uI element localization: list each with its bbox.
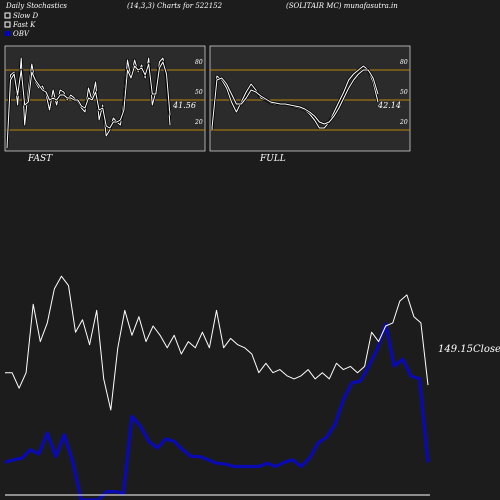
full-panel: 80 50 20 42.14 FULL: [209, 45, 411, 164]
full-tick-20: 20: [399, 119, 408, 126]
obv-series: [4, 322, 430, 500]
obv-line: [4, 322, 430, 500]
full-series-1-line: [211, 69, 379, 129]
fast-tick-20: 20: [194, 119, 203, 126]
close-price-suffix: Close: [473, 344, 500, 355]
full-tick-80: 80: [400, 59, 408, 66]
legend-label-fast-k: Fast K: [12, 21, 36, 29]
legend-label-obv: OBV: [13, 30, 30, 38]
header-ticker: (SOLITAIR MC) munafasutra.in: [286, 2, 398, 10]
full-last-value: 42.14: [377, 101, 401, 110]
full-tick-50: 50: [400, 89, 408, 96]
legend-swatch-slow-d: [4, 12, 11, 19]
price-obv-panel: 149.15Close: [4, 275, 500, 500]
close-price-value: 149.15: [438, 344, 473, 355]
close-price-line: [5, 275, 429, 411]
header-title: Daily Stochastics: [5, 2, 67, 10]
fast-series-lines: [5, 56, 172, 149]
fast-tick-80: 80: [195, 59, 203, 66]
fast-last-value: 41.56: [172, 101, 196, 110]
full-panel-frame: [209, 45, 411, 152]
header-params: (14,3,3) Charts for 522152: [127, 2, 223, 10]
fast-panel: 80 50 20 41.56 FAST: [4, 45, 206, 164]
fast-tick-50: 50: [195, 89, 203, 96]
close-price-series: [5, 275, 429, 411]
legend: Slow D Fast K OBV: [4, 12, 38, 38]
legend-swatch-obv: [5, 31, 10, 36]
close-price-label: 149.15Close: [438, 344, 500, 355]
fast-series-1-line: [6, 61, 171, 149]
fast-panel-label: FAST: [27, 154, 53, 164]
full-panel-label: FULL: [259, 154, 286, 164]
legend-swatch-fast-k: [4, 21, 11, 28]
full-series-lines: [210, 64, 380, 131]
legend-label-slow-d: Slow D: [13, 12, 38, 20]
